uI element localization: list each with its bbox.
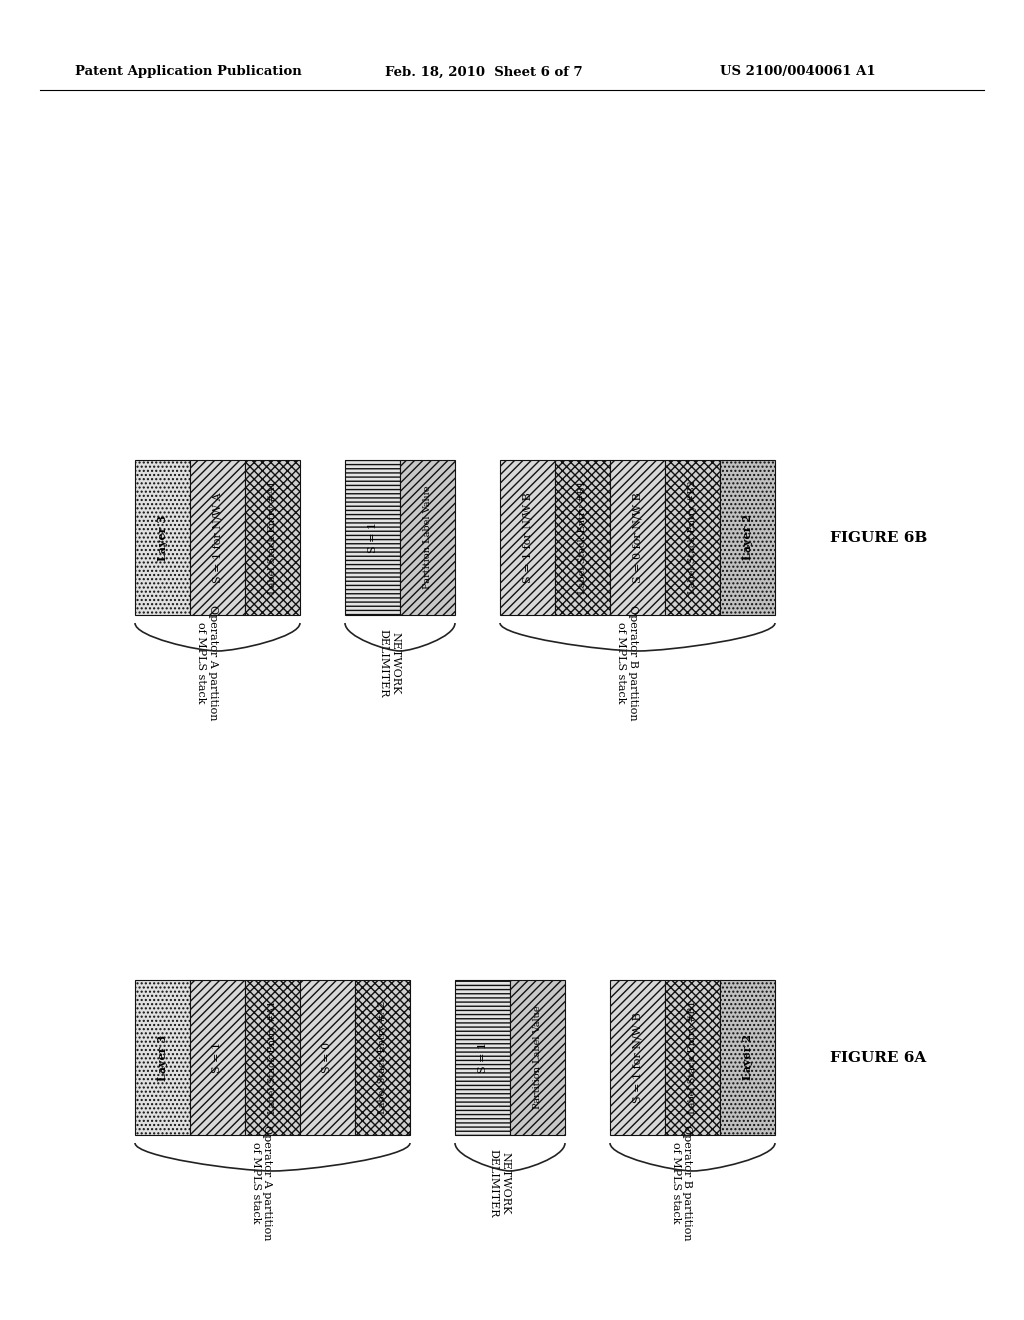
Text: Partition Label Value: Partition Label Value: [534, 1006, 542, 1109]
Text: FIGURE 6B: FIGURE 6B: [830, 531, 928, 544]
Text: S = 1 for N/W A: S = 1 for N/W A: [213, 492, 222, 583]
Bar: [245, 979, 300, 1135]
Bar: [500, 459, 555, 615]
Bar: [720, 459, 775, 615]
Text: S = 1 for N/W B: S = 1 for N/W B: [522, 492, 532, 583]
Text: Label Stack Entry #B2: Label Stack Entry #B2: [688, 480, 697, 594]
Bar: [190, 459, 245, 615]
Text: Patent Application Publication: Patent Application Publication: [75, 66, 302, 78]
Text: Operator B partition
of MPLS stack: Operator B partition of MPLS stack: [615, 605, 638, 721]
Text: S = 0 for N/W B: S = 0 for N/W B: [633, 492, 642, 583]
Bar: [400, 459, 455, 615]
Text: Operator B partition
of MPLS stack: Operator B partition of MPLS stack: [671, 1125, 692, 1241]
Text: NETWORK
DELIMITER: NETWORK DELIMITER: [379, 628, 400, 697]
Text: Layer 3: Layer 3: [157, 1035, 168, 1081]
Text: Partition Label Value: Partition Label Value: [423, 486, 432, 589]
Bar: [455, 979, 510, 1135]
Text: S = 1: S = 1: [213, 1041, 222, 1073]
Bar: [300, 979, 355, 1135]
Text: Label Stack Entry #B1: Label Stack Entry #B1: [578, 480, 587, 594]
Bar: [135, 459, 190, 615]
Bar: [510, 979, 565, 1135]
Bar: [665, 979, 720, 1135]
Text: S = 1: S = 1: [477, 1041, 487, 1073]
Text: Operator A partition
of MPLS stack: Operator A partition of MPLS stack: [196, 606, 217, 721]
Bar: [665, 459, 720, 615]
Text: S = 1 for N/W B: S = 1 for N/W B: [633, 1012, 642, 1104]
Bar: [190, 979, 245, 1135]
Bar: [245, 459, 300, 615]
Text: Feb. 18, 2010  Sheet 6 of 7: Feb. 18, 2010 Sheet 6 of 7: [385, 66, 583, 78]
Bar: [555, 459, 610, 615]
Bar: [355, 979, 410, 1135]
Bar: [610, 979, 665, 1135]
Text: NETWORK
DELIMITER: NETWORK DELIMITER: [488, 1148, 510, 1217]
Text: Operator A partition
of MPLS stack: Operator A partition of MPLS stack: [251, 1125, 272, 1241]
Bar: [135, 979, 190, 1135]
Text: Layer 2: Layer 2: [742, 1035, 753, 1081]
Bar: [345, 459, 400, 615]
Bar: [720, 979, 775, 1135]
Text: Label Stack Entry #A1: Label Stack Entry #A1: [268, 480, 278, 594]
Text: Label Stack Entry #B1: Label Stack Entry #B1: [688, 1001, 697, 1114]
Text: Layer 2: Layer 2: [742, 515, 753, 561]
Text: Label Stack Entry #A1: Label Stack Entry #A1: [268, 1001, 278, 1114]
Text: Layer 3: Layer 3: [157, 515, 168, 561]
Text: S = 1: S = 1: [368, 521, 378, 553]
Bar: [610, 459, 665, 615]
Text: US 2100/0040061 A1: US 2100/0040061 A1: [720, 66, 876, 78]
Text: FIGURE 6A: FIGURE 6A: [830, 1051, 927, 1064]
Text: S = 0: S = 0: [323, 1041, 333, 1073]
Text: Label Stack Entry #A2: Label Stack Entry #A2: [378, 1001, 387, 1114]
